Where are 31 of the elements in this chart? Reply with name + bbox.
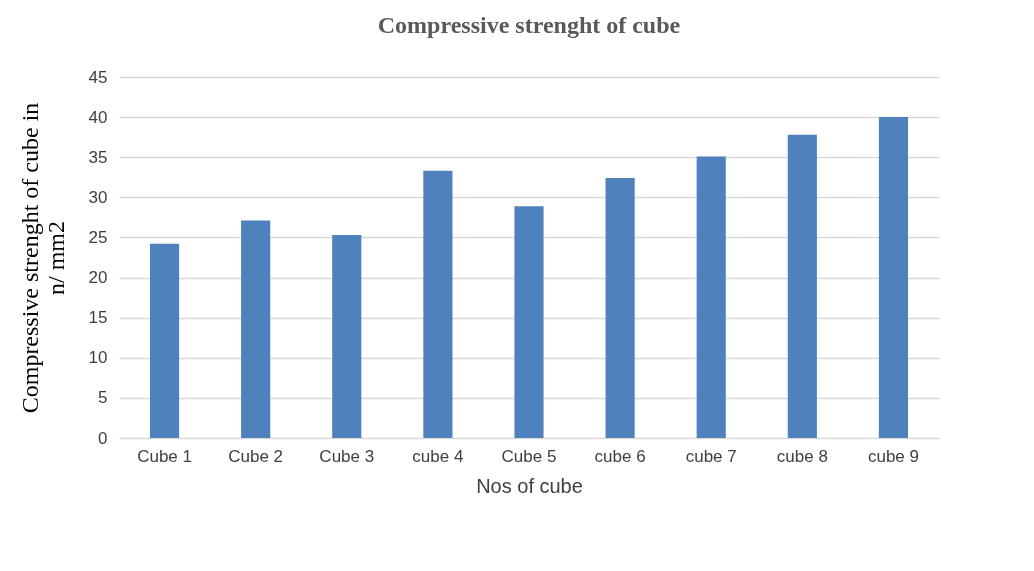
x-tick-label: cube 6 (594, 446, 646, 466)
bar (787, 134, 817, 438)
x-tick-label: cube 9 (867, 446, 919, 466)
x-tick-label: cube 7 (685, 446, 737, 466)
y-tick-label: 30 (88, 187, 108, 207)
x-tick-label: Cube 3 (319, 446, 375, 466)
x-tick-label: Cube 2 (228, 446, 284, 466)
bar (332, 235, 362, 438)
y-tick-label: 45 (88, 67, 108, 87)
x-tick-label: Cube 5 (501, 446, 557, 466)
x-tick-label: cube 4 (412, 446, 464, 466)
y-axis-title: Compressive strenght of cube in n/ mm2 (16, 102, 69, 414)
y-tick-label: 10 (88, 348, 108, 368)
bar (605, 178, 635, 438)
bar (514, 206, 544, 438)
bar (423, 170, 453, 438)
bar (241, 220, 271, 438)
x-tick-label: Cube 1 (137, 446, 192, 466)
y-tick-label: 5 (98, 388, 108, 408)
y-tick-label: 40 (88, 107, 108, 127)
y-tick-label: 20 (88, 268, 108, 288)
y-tick-label: 0 (98, 428, 108, 448)
y-tick-label: 25 (88, 227, 108, 247)
y-tick-label: 35 (88, 147, 108, 167)
bar (696, 156, 726, 438)
chart-title: Compressive strenght of cube (377, 12, 681, 38)
bar (878, 117, 909, 438)
y-tick-label: 15 (88, 308, 108, 328)
bar (149, 243, 180, 438)
x-tick-label: cube 8 (776, 446, 828, 466)
x-axis-title: Nos of cube (476, 474, 583, 497)
